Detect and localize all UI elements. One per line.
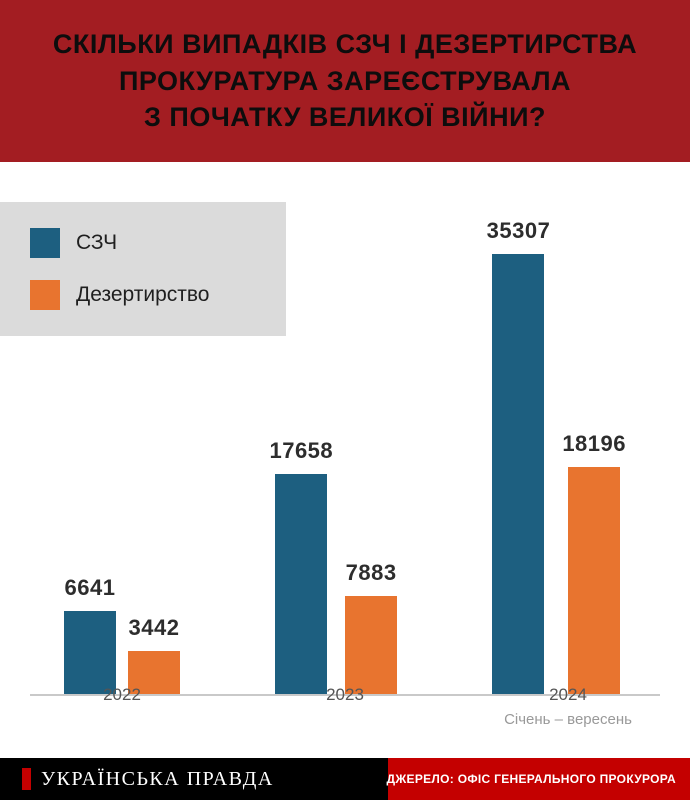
x-axis-sublabel: Січень – вересень xyxy=(504,711,632,728)
page-title-line-1: СКІЛЬКИ ВИПАДКІВ СЗЧ І ДЕЗЕРТИРСТВА xyxy=(52,29,638,60)
bar-column: 18196 xyxy=(562,431,626,694)
bar-column: 6641 xyxy=(64,575,116,694)
bar-column: 35307 xyxy=(487,218,551,694)
bar-value-label: 3442 xyxy=(128,615,180,640)
bar xyxy=(128,651,180,694)
footer-brand-area: УКРАЇНСЬКА ПРАВДА xyxy=(0,758,388,800)
bar-group-2024: 35307 18196 xyxy=(487,218,626,694)
bar-column: 3442 xyxy=(128,615,180,694)
bar-group-2022: 6641 3442 xyxy=(64,575,180,694)
bar-value-label: 35307 xyxy=(486,218,551,243)
bar-column: 7883 xyxy=(345,560,398,694)
bar-value-label: 17658 xyxy=(269,438,334,463)
bar-value-label: 7883 xyxy=(345,560,397,585)
footer: УКРАЇНСЬКА ПРАВДА ДЖЕРЕЛО: ОФІС ГЕНЕРАЛЬ… xyxy=(0,758,690,800)
bar xyxy=(64,611,116,694)
plot: 6641 3442 17658 7883 35307 18196 xyxy=(30,218,660,696)
footer-source-area: ДЖЕРЕЛО: ОФІС ГЕНЕРАЛЬНОГО ПРОКУРОРА xyxy=(386,758,690,800)
legend-swatch-szch xyxy=(30,228,60,258)
page-title-line-3: З ПОЧАТКУ ВЕЛИКОЇ ВІЙНИ? xyxy=(144,102,546,133)
brand-name: УКРАЇНСЬКА ПРАВДА xyxy=(41,767,274,790)
legend-item-szch: СЗЧ xyxy=(30,228,256,258)
bar xyxy=(568,467,621,694)
source-label: ДЖЕРЕЛО: ОФІС ГЕНЕРАЛЬНОГО ПРОКУРОРА xyxy=(386,772,676,786)
x-axis-label: 2023 xyxy=(326,685,364,704)
x-axis-labels: 2022 2023 2024 Січень – вересень xyxy=(30,685,660,728)
bar-group-2023: 17658 7883 xyxy=(269,438,398,694)
bar-value-label: 6641 xyxy=(64,575,116,600)
chart-legend: СЗЧ Дезертирство xyxy=(0,202,286,336)
x-axis-label: 2024 Січень – вересень xyxy=(504,685,632,728)
bar xyxy=(345,596,398,694)
bar-value-label: 18196 xyxy=(562,431,626,456)
legend-label: СЗЧ xyxy=(76,231,118,254)
legend-swatch-desertion xyxy=(30,280,60,310)
legend-item-desertion: Дезертирство xyxy=(30,280,256,310)
x-axis-label: 2022 xyxy=(103,685,141,704)
title-banner: СКІЛЬКИ ВИПАДКІВ СЗЧ І ДЕЗЕРТИРСТВА ПРОК… xyxy=(0,0,690,162)
bar-column: 17658 xyxy=(269,438,333,694)
page-title-line-2: ПРОКУРАТУРА ЗАРЕЄСТРУВАЛА xyxy=(118,65,572,96)
bar xyxy=(275,474,328,694)
brand-logo-icon xyxy=(22,768,31,790)
legend-label: Дезертирство xyxy=(76,283,210,306)
bar xyxy=(492,254,545,694)
chart: СЗЧ Дезертирство 6641 3442 17658 7883 35307 1… xyxy=(0,162,690,758)
